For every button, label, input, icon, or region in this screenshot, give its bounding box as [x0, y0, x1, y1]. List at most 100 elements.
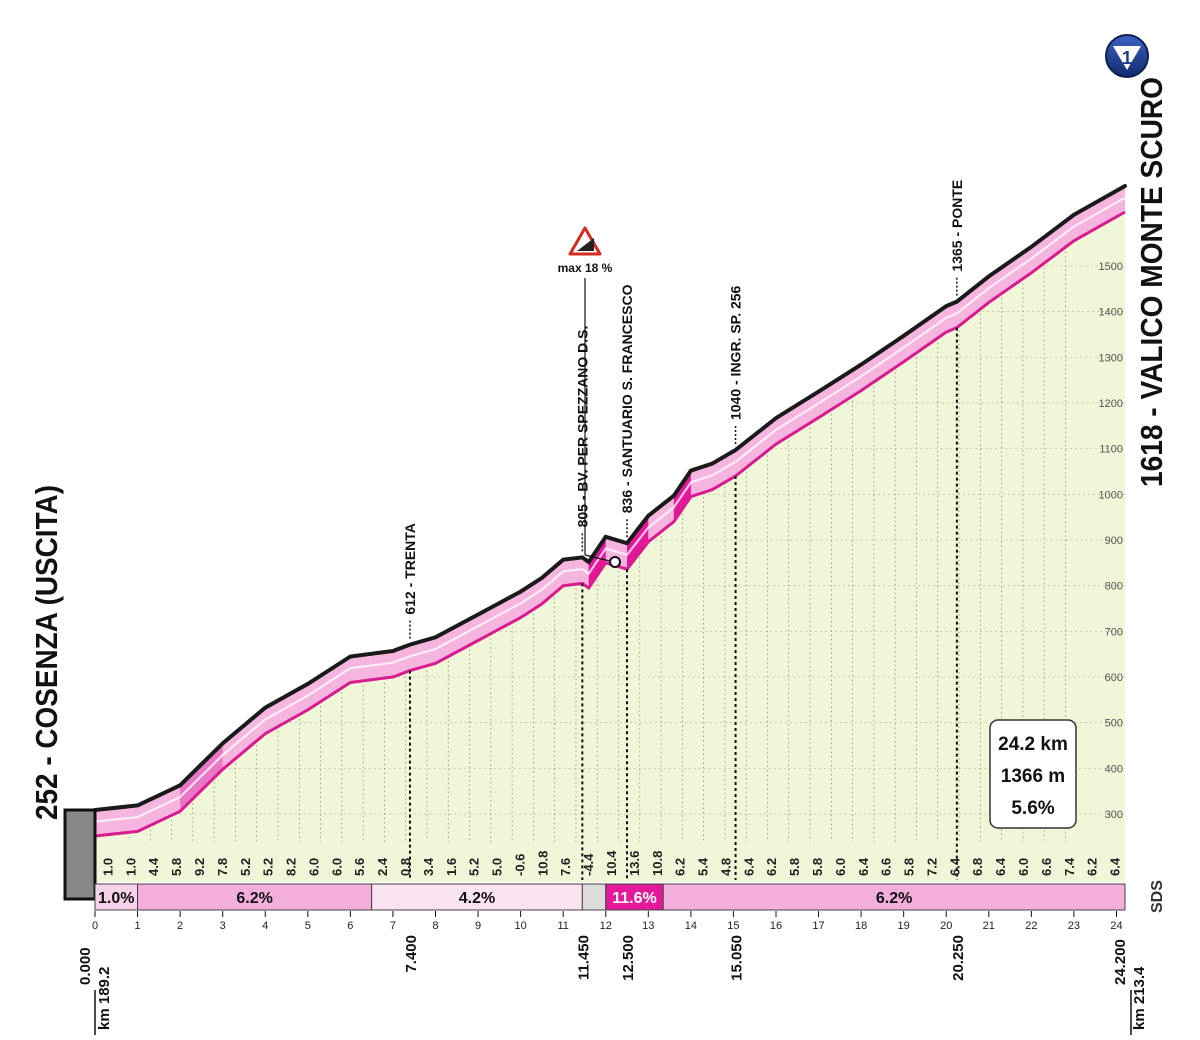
km-gradient: -0.6 — [512, 854, 527, 876]
x-tick: 3 — [220, 920, 226, 932]
start-label: 252 - COSENZA (USCITA) — [29, 485, 64, 820]
summary-gradient: 5.6% — [1011, 798, 1054, 819]
y-tick: 800 — [1105, 581, 1123, 593]
x-tick: 13 — [642, 920, 654, 932]
km-gradient: 1.0 — [123, 858, 138, 876]
finish-label: 1618 - VALICO MONTE SCURO — [1134, 77, 1169, 487]
km-gradient: 9.2 — [192, 858, 207, 876]
x-tick: 12 — [600, 920, 612, 932]
y-tick: 1300 — [1099, 352, 1123, 364]
km-gradient: 6.4 — [741, 857, 756, 876]
km-gradient: -4.4 — [581, 853, 596, 876]
x-tick: 24 — [1110, 920, 1122, 932]
y-tick: 700 — [1105, 626, 1123, 638]
km-gradient: 8.2 — [284, 858, 299, 876]
km-gradient: 5.0 — [490, 858, 505, 876]
road-outline — [93, 184, 1127, 812]
segment-label: 11.6% — [612, 890, 656, 907]
km-end: km 213.4 — [1131, 966, 1148, 1030]
waypoint-label: 612 - TRENTA — [402, 523, 418, 615]
x-tick: 16 — [770, 920, 782, 932]
x-tick: 6 — [347, 920, 353, 932]
km-gradient: 1.6 — [444, 858, 459, 876]
km-gradient: 2.4 — [375, 857, 390, 876]
segment-label: 4.2% — [459, 890, 495, 907]
waypoint-label: 1365 - PONTE — [949, 180, 965, 272]
km-gradient: 6.0 — [329, 858, 344, 876]
gradient-segment — [581, 883, 607, 911]
waypoint-label: 836 - SANTUARIO S. FRANCESCO — [619, 284, 635, 513]
summary-distance: 24.2 km — [998, 734, 1068, 755]
y-tick: 1400 — [1099, 307, 1123, 319]
km-gradient: 5.6 — [352, 858, 367, 876]
max-gradient-label: max 18 % — [558, 261, 613, 275]
y-tick: 600 — [1105, 672, 1123, 684]
waypoint-km: 7.400 — [403, 935, 420, 973]
road-highlight — [94, 196, 1126, 823]
gradient-segment — [137, 883, 373, 911]
x-tick: 17 — [812, 920, 824, 932]
x-tick: 1 — [134, 920, 140, 932]
km-gradient: 10.4 — [604, 850, 619, 876]
x-tick: 21 — [983, 920, 995, 932]
km-gradient: 7.4 — [1062, 857, 1077, 876]
gradient-segment — [662, 883, 1126, 911]
segment-label: 6.2% — [876, 890, 912, 907]
gradient-segment — [605, 883, 664, 911]
km-gradient: 10.8 — [650, 851, 665, 876]
x-tick: 9 — [475, 920, 481, 932]
x-tick: 14 — [685, 920, 697, 932]
y-tick: 1500 — [1099, 261, 1123, 273]
gradient-segment — [94, 883, 139, 911]
x-tick: 23 — [1068, 920, 1080, 932]
km-gradient: 6.6 — [1039, 858, 1054, 876]
km-gradient: 6.2 — [1085, 858, 1100, 876]
x-tick: 18 — [855, 920, 867, 932]
y-tick: 1200 — [1099, 398, 1123, 410]
y-tick: 500 — [1105, 718, 1123, 730]
end-km-label: 24.200 — [1112, 939, 1129, 985]
km-gradient: 7.2 — [924, 858, 939, 876]
km-gradient: 5.8 — [902, 858, 917, 876]
km-gradient: 4.4 — [146, 857, 161, 876]
summary-climb: 1366 m — [1001, 766, 1065, 787]
km-gradient: 5.8 — [810, 858, 825, 876]
km-gradient: 5.8 — [787, 858, 802, 876]
waypoint-km: 11.450 — [575, 935, 592, 980]
km-gradient: 5.2 — [238, 858, 253, 876]
x-tick: 5 — [305, 920, 311, 932]
km-gradient: 6.0 — [833, 858, 848, 876]
km-gradient: 7.6 — [558, 858, 573, 876]
km-gradient: 6.2 — [673, 858, 688, 876]
y-tick: 900 — [1105, 535, 1123, 547]
km-gradient: 5.2 — [467, 858, 482, 876]
km-gradient: 4.8 — [718, 858, 733, 876]
km-gradient: 13.6 — [627, 851, 642, 876]
y-tick: 300 — [1105, 809, 1123, 821]
km-gradient: 6.4 — [947, 857, 962, 876]
km-gradient: 0.8 — [398, 858, 413, 876]
km-gradient: 5.2 — [261, 858, 276, 876]
x-tick: 20 — [940, 920, 952, 932]
km-gradient: 5.8 — [169, 858, 184, 876]
km-gradient: 6.0 — [1016, 858, 1031, 876]
km-gradient: 6.6 — [879, 858, 894, 876]
mountain-category-1-icon: 1 — [1105, 34, 1149, 78]
km-gradient: 5.4 — [696, 857, 711, 876]
profile-area — [95, 212, 1125, 882]
km-gradient: 6.2 — [764, 858, 779, 876]
x-tick: 8 — [432, 920, 438, 932]
waypoint-km: 20.250 — [950, 935, 967, 981]
km-gradient: 3.4 — [421, 857, 436, 876]
x-tick: 15 — [727, 920, 739, 932]
y-tick: 1000 — [1099, 489, 1123, 501]
km-gradient: 6.4 — [993, 857, 1008, 876]
x-tick: 22 — [1025, 920, 1037, 932]
x-tick: 2 — [177, 920, 183, 932]
summary-box: 24.2 km 1366 m 5.6% — [989, 719, 1077, 829]
km-gradient: 1.0 — [100, 858, 115, 876]
km-gradient: 6.4 — [1108, 857, 1123, 876]
x-tick: 7 — [390, 920, 396, 932]
sponsor-logo: SDS — [1149, 880, 1166, 913]
